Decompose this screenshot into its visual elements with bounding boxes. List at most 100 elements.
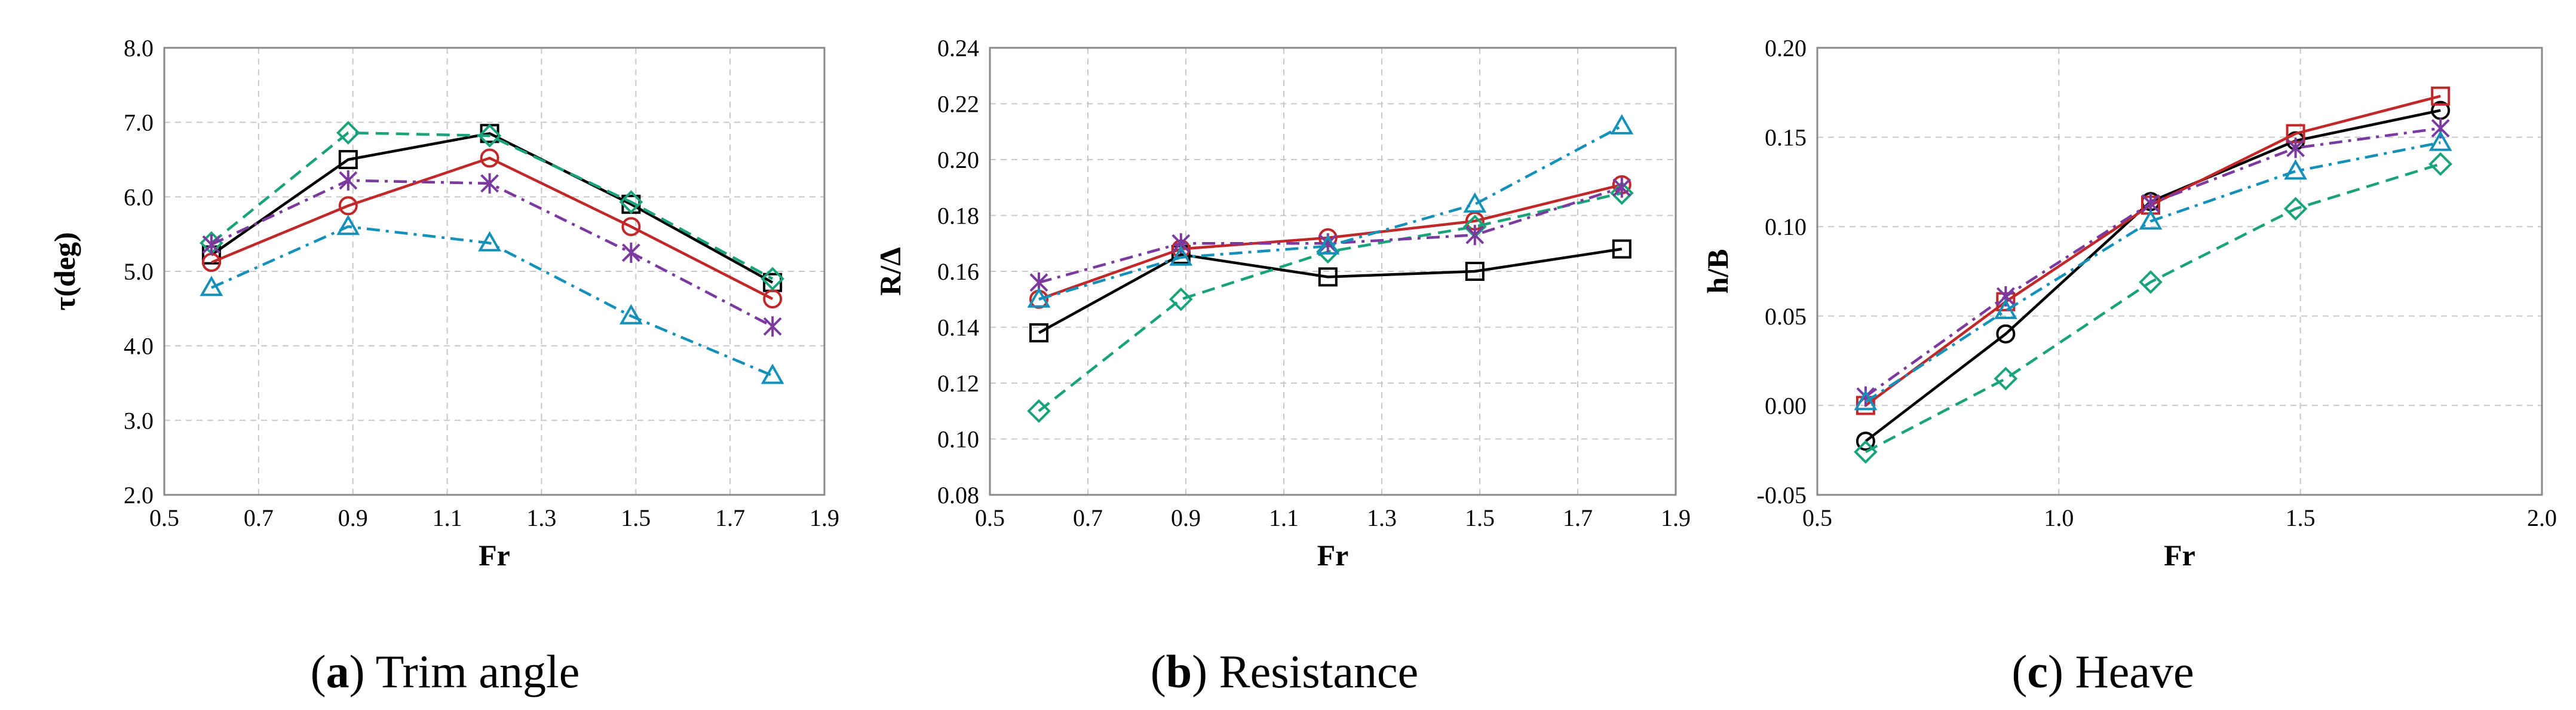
series-diamond (1027, 181, 1634, 423)
data-point-circle (763, 289, 783, 309)
data-point-diamond (1609, 181, 1634, 205)
y-tick-label: 0.24 (937, 35, 979, 62)
data-point-triangle (2428, 130, 2452, 151)
series-line-square (210, 132, 774, 284)
series-line-square (1864, 94, 2441, 407)
series-diamond (1854, 152, 2453, 464)
chart-panel-a: 0.5 0.7 0.9 1.1 1.3 1.5 1.7 1.9 2.0 3.0 4.0 5.0 6.0 7… (48, 35, 839, 697)
panel-caption: (a) Trim angle (311, 645, 580, 697)
data-point-square (1465, 262, 1485, 281)
series-circle (201, 148, 783, 309)
data-point-diamond (336, 121, 360, 145)
series-star (202, 170, 782, 337)
y-tick-label: 0.18 (937, 203, 979, 229)
x-tick-label: 0.5 (149, 504, 179, 531)
y-tick-label: 0.16 (937, 258, 979, 285)
x-tick-label: 1.5 (621, 504, 651, 531)
x-tick-label: 1.0 (2044, 504, 2074, 531)
data-point-diamond (1854, 440, 1878, 464)
plot-frame (989, 47, 1677, 496)
y-tick-label: 0.10 (1765, 213, 1807, 240)
y-tick-label: 0.15 (1765, 124, 1807, 151)
data-point-star (1465, 225, 1485, 246)
caption-letter: a (326, 645, 349, 697)
x-axis-label: Fr (1317, 538, 1349, 572)
data-point-triangle (478, 231, 502, 252)
data-point-triangle (2139, 209, 2163, 230)
series-line-diamond (1864, 163, 2441, 454)
y-tick-label: -0.05 (1757, 482, 1807, 509)
x-tick-label: 1.7 (715, 504, 745, 531)
y-tick-label: 4.0 (124, 333, 154, 360)
data-point-square (1318, 267, 1338, 287)
data-point-triangle (1169, 245, 1193, 266)
x-tick-label: 1.7 (1563, 504, 1593, 531)
data-point-circle (338, 196, 358, 216)
data-point-star (763, 316, 782, 337)
y-axis-label: R/Δ (873, 247, 907, 295)
data-point-square (1612, 239, 1632, 259)
x-tick-label: 1.9 (1661, 504, 1691, 531)
caption-text: Trim angle (376, 645, 580, 697)
y-tick-label: 0.10 (937, 426, 979, 453)
y-tick-label: 3.0 (124, 407, 154, 434)
series-triangle (200, 215, 784, 384)
data-point-star (2286, 137, 2305, 158)
data-point-star (1612, 177, 1632, 198)
y-tick-label: 0.08 (937, 482, 979, 509)
x-tick-label: 0.5 (1802, 504, 1832, 531)
series-line-triangle (1864, 141, 2441, 403)
data-point-triangle (1463, 192, 1487, 213)
caption-letter: c (2027, 645, 2048, 697)
y-tick-label: 7.0 (124, 109, 154, 136)
series-square (1029, 239, 1632, 342)
chart-panel-b: 0.5 0.7 0.9 1.1 1.3 1.5 1.7 1.9 0.08 0.10 0.12 0.14… (873, 35, 1691, 697)
data-point-square (1029, 323, 1048, 342)
series-line-triangle (211, 225, 774, 377)
x-tick-label: 0.9 (338, 504, 368, 531)
data-point-triangle (336, 215, 360, 235)
x-tick-label: 1.9 (809, 504, 839, 531)
x-tick-label: 1.5 (1465, 504, 1495, 531)
data-point-circle (1856, 431, 1875, 451)
data-point-triangle (760, 363, 784, 384)
panel-caption: (b) Resistance (1151, 645, 1418, 697)
data-point-triangle (1854, 390, 1878, 411)
x-axis-label: Fr (479, 538, 510, 572)
x-tick-label: 0.7 (244, 504, 274, 531)
y-axis-label: τ(deg) (48, 232, 81, 310)
series-star (1856, 118, 2450, 407)
series-triangle (1854, 130, 2452, 411)
series-line-star (210, 179, 774, 328)
caption-text: Resistance (1219, 645, 1419, 697)
y-tick-label: 0.00 (1765, 392, 1807, 419)
data-point-diamond (1169, 287, 1193, 311)
data-point-circle (480, 148, 499, 168)
data-point-circle (1996, 324, 2016, 344)
series-line-triangle (1038, 124, 1623, 301)
data-point-square (338, 150, 358, 169)
series-diamond (200, 121, 785, 291)
chart-panel-c: 0.5 1.0 1.5 2.0 -0.05 0.00 0.05 0.10 0.15 0.20 Fr h… (1701, 35, 2557, 697)
data-point-square (2431, 86, 2451, 106)
x-tick-label: 1.3 (526, 504, 556, 531)
x-tick-label: 1.1 (433, 504, 462, 531)
y-tick-label: 0.20 (1765, 35, 1807, 62)
data-point-triangle (200, 276, 223, 296)
caption-text: Heave (2075, 645, 2194, 697)
y-tick-label: 0.12 (937, 370, 979, 397)
x-tick-label: 0.9 (1171, 504, 1201, 531)
x-tick-label: 2.0 (2527, 504, 2557, 531)
data-point-star (480, 173, 499, 194)
series-triangle (1027, 114, 1634, 308)
data-point-diamond (2283, 197, 2308, 221)
data-point-diamond (760, 267, 785, 291)
y-tick-label: 5.0 (124, 258, 154, 285)
data-point-star (202, 234, 221, 255)
data-point-triangle (1316, 234, 1340, 255)
data-point-triangle (619, 304, 643, 325)
y-axis-label: h/B (1701, 249, 1734, 293)
data-point-diamond (619, 190, 643, 214)
series-line-diamond (1038, 191, 1623, 412)
y-tick-label: 0.05 (1765, 303, 1807, 330)
